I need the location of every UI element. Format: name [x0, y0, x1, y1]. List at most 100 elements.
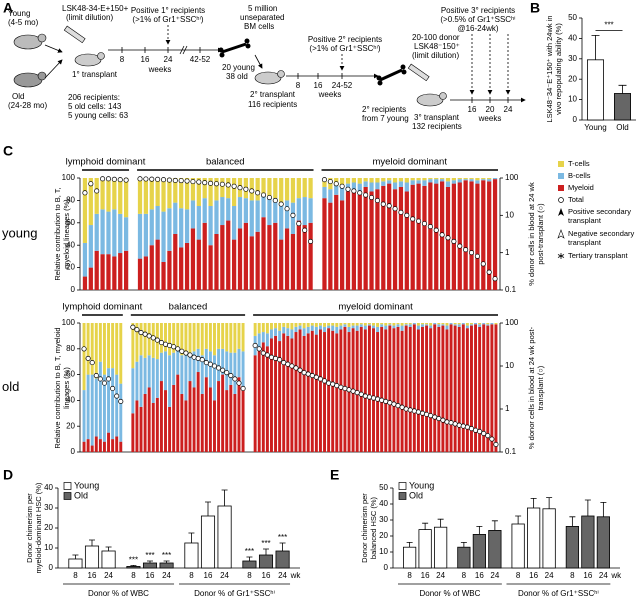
bar-segment: [457, 324, 461, 327]
panel-label: C: [3, 143, 13, 159]
error-bar: [437, 518, 444, 528]
x-tick-label: 16: [421, 571, 430, 580]
bar-segment: [327, 328, 331, 452]
total-point: [342, 385, 348, 392]
bar-segment: [90, 445, 94, 452]
total-point: [228, 372, 234, 379]
y-tick-label: 80: [66, 344, 75, 353]
bar-segment: [296, 178, 301, 199]
bar-segment: [396, 324, 400, 327]
y-axis-label: Donor chimerism per balanced HSC (%): [360, 493, 378, 563]
total-point: [97, 376, 103, 382]
total-point: [338, 384, 344, 390]
bar-segment: [257, 323, 261, 334]
bar-segment: [340, 178, 345, 187]
bar-segment: [340, 186, 345, 201]
bar-segment: [434, 179, 439, 184]
total-point: [456, 422, 462, 428]
x-tick-label: 16: [146, 571, 155, 580]
label: 2° transplant: [250, 90, 296, 99]
bar-segment: [308, 178, 313, 199]
x-tick-label: 8: [407, 571, 412, 580]
bar-segment: [345, 191, 351, 290]
bar-segment: [404, 182, 409, 192]
bar-segment: [196, 239, 201, 290]
total-point: [123, 177, 129, 183]
bar-segment: [416, 178, 421, 181]
bar-segment: [137, 258, 143, 290]
bar-segment: [396, 326, 400, 452]
total-point: [327, 179, 333, 185]
bar-segment: [107, 323, 110, 369]
y-tick-label: 40: [379, 499, 388, 508]
bar-segment: [322, 198, 327, 290]
bar-segment: [90, 323, 94, 375]
total-point: [473, 427, 479, 433]
total-point: [363, 192, 369, 198]
bar-segment: [273, 178, 278, 199]
bar-segment: [363, 186, 368, 290]
panel-label: E: [330, 467, 339, 483]
bar-segment: [161, 211, 166, 262]
bar-segment: [323, 323, 326, 327]
group-label: Donor % of WBC: [419, 589, 480, 598]
bar-segment: [469, 181, 474, 290]
total-point: [149, 176, 155, 182]
bar-segment: [265, 346, 269, 452]
y-tick-label: 60: [66, 370, 75, 379]
bar-segment: [357, 194, 362, 290]
y-tick-label: 40: [44, 483, 53, 492]
bar-segment: [416, 329, 420, 452]
total-point: [187, 352, 193, 358]
bar-segment: [102, 323, 106, 375]
legend-label: Tertiary transplant: [568, 251, 628, 260]
bar-segment: [221, 374, 225, 452]
x-tick-label: 8: [189, 571, 194, 580]
bar-segment: [267, 178, 272, 198]
total-point: [289, 363, 295, 369]
bar-segment: [279, 206, 284, 240]
bar-segment: [139, 406, 143, 452]
bar-segment: [486, 323, 490, 325]
legend-label: Young: [74, 480, 99, 490]
total-point: [278, 201, 284, 207]
bar-segment: [367, 324, 371, 326]
bar-segment: [347, 326, 351, 333]
bar-segment: [100, 254, 105, 290]
total-point: [166, 177, 172, 183]
y2-tick-label: 1: [505, 404, 510, 413]
error-bar: [600, 502, 607, 517]
total-point: [220, 367, 226, 373]
total-point: [100, 176, 106, 182]
bar: [581, 515, 595, 569]
y-tick-label: 80: [66, 196, 75, 205]
legend-label: Old: [409, 490, 423, 500]
bar-segment: [204, 323, 208, 349]
legend-marker: [558, 208, 564, 216]
total-point: [105, 176, 112, 182]
bar-segment: [322, 186, 327, 199]
bar-segment: [433, 323, 437, 325]
bar-segment: [440, 179, 445, 182]
legend-marker: [557, 229, 565, 239]
legend-marker: [557, 253, 565, 259]
bar-segment: [267, 225, 272, 290]
bar-segment: [486, 325, 490, 452]
bar-segment: [445, 325, 449, 330]
label: unseparated: [240, 13, 284, 22]
total-point: [264, 352, 270, 358]
total-point: [296, 221, 302, 227]
label: BM cells: [244, 22, 274, 31]
bar-segment: [469, 178, 474, 180]
bar-segment: [184, 178, 190, 210]
y-tick-label: 40: [568, 34, 577, 43]
bar-segment: [465, 328, 469, 452]
x-tick-label: 16: [583, 571, 592, 580]
bar-segment: [339, 325, 343, 330]
error-bar: [584, 499, 591, 516]
bar-segment: [180, 355, 184, 394]
bar-segment: [343, 323, 347, 325]
label: 20-100 donor: [412, 33, 460, 42]
total-point: [114, 393, 120, 399]
bar-segment: [202, 198, 207, 223]
